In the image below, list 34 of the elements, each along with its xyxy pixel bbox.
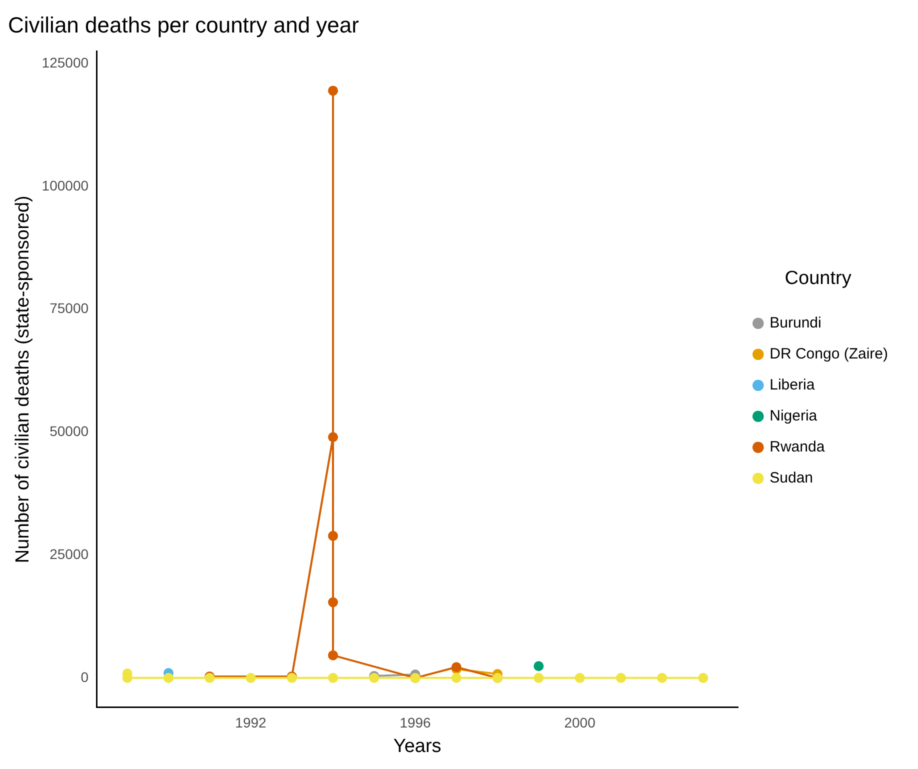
legend-label: Rwanda: [770, 438, 826, 456]
point: [534, 672, 544, 683]
y-tick-label: 100000: [42, 177, 89, 194]
y-tick-label: 0: [80, 668, 89, 685]
legend-label: Liberia: [770, 376, 816, 394]
point: [698, 672, 708, 683]
point: [657, 672, 668, 683]
y-axis-title: Number of civilian deaths (state-sponsored): [12, 196, 34, 564]
legend-label: Burundi: [770, 314, 822, 332]
legend-label: Sudan: [770, 470, 814, 487]
chart-title: Civilian deaths per country and year: [8, 12, 359, 38]
y-tick-label: 75000: [50, 300, 89, 316]
point: [246, 672, 256, 683]
y-tick-label: 125000: [42, 54, 89, 71]
point: [328, 597, 338, 608]
x-tick-label: 1992: [235, 714, 267, 731]
x-tick-label: 2000: [564, 714, 596, 731]
point: [616, 672, 626, 683]
point: [451, 672, 462, 683]
point: [328, 650, 338, 660]
point: [328, 530, 338, 541]
y-tick-label: 50000: [50, 423, 89, 440]
point: [328, 672, 338, 683]
legend-label: Nigeria: [770, 408, 818, 425]
x-tick-label: 1996: [400, 714, 432, 731]
point: [328, 86, 338, 96]
point: [534, 661, 544, 672]
point: [574, 672, 585, 683]
legend-title: Country: [784, 268, 852, 289]
x-axis-title: Years: [393, 736, 442, 757]
legend-label: DR Congo (Zaire): [770, 346, 888, 363]
point: [328, 432, 338, 442]
point: [163, 672, 174, 683]
y-tick-label: 25000: [50, 546, 89, 562]
